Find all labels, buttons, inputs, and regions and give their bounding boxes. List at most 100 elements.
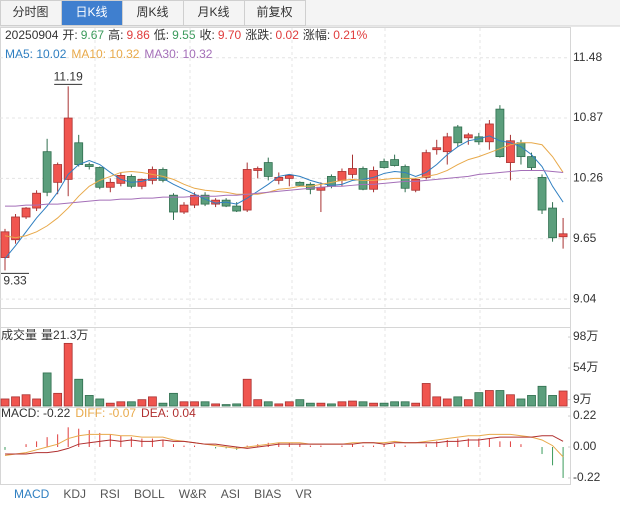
info-label: 收: [200,28,215,42]
indicator-line [4,433,564,458]
candle-body [506,140,515,163]
y-tick-label: 0.00 [573,439,597,453]
candle-body [337,171,347,181]
volume-bar [327,403,336,407]
indicator-line [4,142,564,239]
candle-body [411,178,421,191]
volume-bar [358,401,368,407]
y-tick-label: 10.26 [573,171,603,185]
indicator-tab[interactable]: KDJ [63,487,86,501]
tab[interactable] [244,0,306,26]
tab[interactable] [122,0,184,26]
chart-frame [0,27,571,485]
tab-label[interactable]: 前复权 [256,4,292,19]
volume-bar [11,396,20,407]
volume-bar [263,401,273,407]
y-tick-label: 98万 [573,329,598,343]
indicator-tab[interactable]: MACD [14,487,50,501]
candle-body [21,207,31,218]
volume-title: 成交量 [1,327,37,342]
candle-body [253,168,263,171]
candle-body [453,126,463,144]
volume-bar [169,392,178,407]
volume-bar [379,402,389,407]
volume-bar [474,392,484,407]
tab-label[interactable]: 周K线 [136,5,168,19]
y-tick-label: -0.22 [573,470,601,484]
info-label: 涨跌: [245,27,272,42]
y-tick-label: 9万 [573,392,592,406]
legend-entry: MA10: 10.32 [71,47,139,61]
candle-body [158,169,168,181]
volume-bar [537,385,547,407]
candle-body [32,192,41,209]
volume-bar [463,399,473,407]
volume-bar [453,396,463,407]
candle-body [432,147,442,151]
tab[interactable] [61,0,123,26]
volume-bar [105,402,115,407]
y-tick-label: 0.22 [573,408,597,422]
candle-body [105,181,115,188]
volume-bar [305,402,315,407]
volume-bar [148,396,157,407]
y-tick-label: 11.48 [573,50,602,64]
indicator-tab[interactable]: BIAS [254,487,281,501]
tab[interactable] [0,0,62,26]
candle-body [463,134,473,139]
candle-body [232,205,242,212]
info-value: 9.55 [172,28,196,42]
volume-bar [548,395,557,407]
volume-bar [400,401,410,407]
volume-bar [126,401,136,407]
candle-body [242,169,252,211]
indicator-tab[interactable]: ASI [221,487,240,501]
indicator-tab[interactable]: RSI [100,487,120,501]
candle-body [295,181,305,186]
volume-bar [232,403,242,407]
volume-bar [369,402,378,407]
volume-bar [390,401,400,407]
candle-body [284,175,294,179]
volume-bar [74,378,84,407]
indicator-line [5,435,564,455]
volume-bar [63,342,73,407]
indicator-tab[interactable]: VR [295,487,312,501]
volume-bar [516,398,526,407]
volume-bar [348,400,357,407]
volume-bar [316,402,326,407]
candle-body [137,178,147,187]
candle-body [179,204,189,213]
info-value: 0.21% [333,28,367,42]
tab-label[interactable]: 月K线 [197,5,229,19]
volume-bar [158,402,168,407]
candle-body [421,152,431,178]
candle-body [484,123,494,143]
candle-body [495,108,505,158]
info-label: 高: [108,27,123,42]
volume-subtitle: 量21.3万 [41,328,88,342]
candle-body [442,136,452,153]
volume-bar [200,401,210,407]
info-value: 9.70 [218,28,242,42]
tab-label[interactable]: 分时图 [12,5,48,19]
volume-bar [211,403,221,407]
candle-body [348,168,357,175]
indicator-line [4,135,564,259]
volume-bar [284,401,294,407]
volume-bar [53,392,63,407]
volume-bar [337,401,347,407]
volume-bar [411,402,421,407]
candle-body [74,142,84,165]
candle-body [390,159,400,166]
candle-body [379,161,389,168]
volume-bar [190,401,199,407]
y-tick-label: 54万 [573,360,598,374]
indicator-tab[interactable]: W&R [179,487,207,501]
info-value: 9.67 [81,28,105,42]
indicator-tab[interactable]: BOLL [134,487,165,501]
volume-bar [432,396,442,407]
info-value: 0.02 [276,28,300,42]
tab-label[interactable]: 日K线 [75,5,107,19]
